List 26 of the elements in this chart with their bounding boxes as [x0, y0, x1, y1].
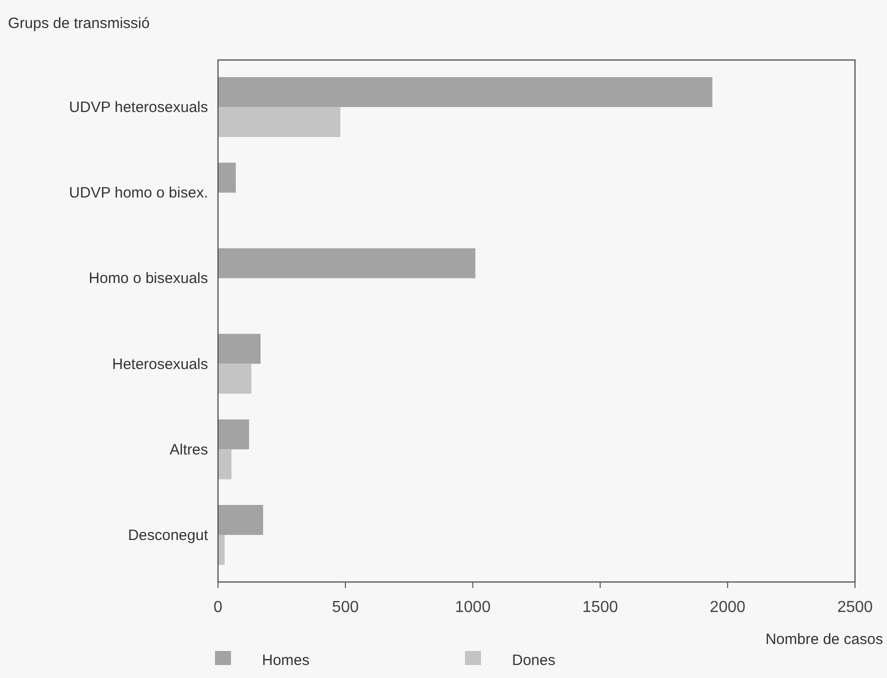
x-tick-label: 500: [332, 599, 359, 616]
y-tick-label: Homo o bisexuals: [88, 270, 208, 288]
bar: [218, 504, 264, 535]
x-tick-label: 1000: [455, 599, 491, 616]
bar: [218, 419, 250, 450]
y-tick-label: Altres: [170, 441, 208, 458]
x-tick-label: 1500: [582, 599, 618, 616]
legend-label: Homes: [262, 652, 310, 669]
bar: [218, 449, 232, 480]
bar: [218, 364, 252, 394]
y-tick-label: UDVP heterosexuals: [69, 99, 208, 116]
bar: [218, 334, 261, 364]
bar: [218, 107, 340, 138]
y-tick-label: Desconegut: [128, 526, 209, 544]
x-tick-label: 2500: [837, 599, 873, 616]
legend-label: Dones: [512, 652, 556, 669]
bar: [218, 162, 236, 193]
y-tick-label: Heterosexuals: [112, 356, 208, 373]
y-axis-title: Grups de transmissió: [8, 15, 150, 32]
x-axis-title: Nombre de casos: [765, 631, 883, 648]
x-tick-label: 0: [214, 599, 223, 616]
x-tick-label: 2000: [710, 599, 746, 616]
bar: [218, 77, 712, 108]
y-tick-label: UDVP homo o bisex.: [69, 184, 208, 202]
bar: [218, 248, 476, 278]
bar: [218, 534, 225, 565]
